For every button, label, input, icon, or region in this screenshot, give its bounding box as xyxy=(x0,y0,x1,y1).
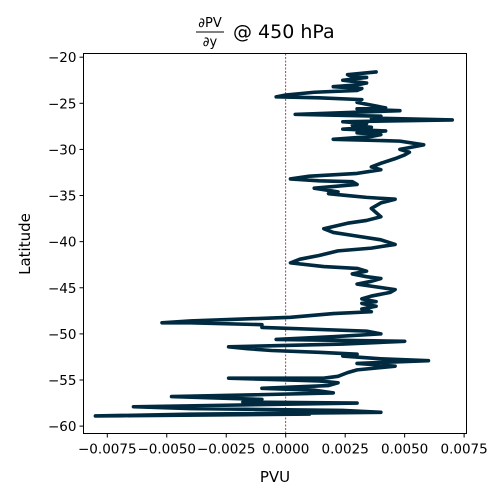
x-tick-label: 0.0075 xyxy=(440,442,487,458)
plot-area xyxy=(83,53,467,434)
chart-title: ∂PV ∂y @ 450 hPa xyxy=(196,16,335,50)
title-denominator: ∂y xyxy=(203,35,218,50)
y-tick-label: −60 xyxy=(48,419,77,435)
x-tick-label: 0.0050 xyxy=(381,442,428,458)
y-tick-label: −55 xyxy=(48,373,77,389)
x-tick-label: −0.0025 xyxy=(197,442,256,458)
y-tick-label: −50 xyxy=(48,327,77,343)
y-tick-label: −35 xyxy=(48,189,77,205)
plot-background xyxy=(83,53,467,434)
series-line-0 xyxy=(93,70,455,418)
y-tick-label: −20 xyxy=(48,50,77,66)
x-axis-label: PVU xyxy=(260,468,290,486)
x-tick-label: −0.0075 xyxy=(78,442,137,458)
x-tick-label: −0.0050 xyxy=(137,442,196,458)
y-axis-label: Latitude xyxy=(16,213,34,275)
y-tick-label: −30 xyxy=(48,142,77,158)
x-axis: −0.0075 −0.0050 −0.0025 0.0000 0.0025 0.0050 0… xyxy=(78,433,488,458)
title-numerator: ∂PV xyxy=(198,16,222,31)
x-tick-label: 0.0000 xyxy=(262,442,309,458)
x-tick-label: 0.0025 xyxy=(322,442,369,458)
y-axis: −20 −25 −30 −35 −40 −45 −50 −55 −60 xyxy=(48,50,84,435)
y-tick-label: −45 xyxy=(48,281,77,297)
y-tick-label: −40 xyxy=(48,235,77,251)
plot-frame xyxy=(83,53,467,434)
series-layer xyxy=(93,70,455,418)
y-tick-label: −25 xyxy=(48,96,77,112)
title-suffix: @ 450 hPa xyxy=(233,21,335,43)
